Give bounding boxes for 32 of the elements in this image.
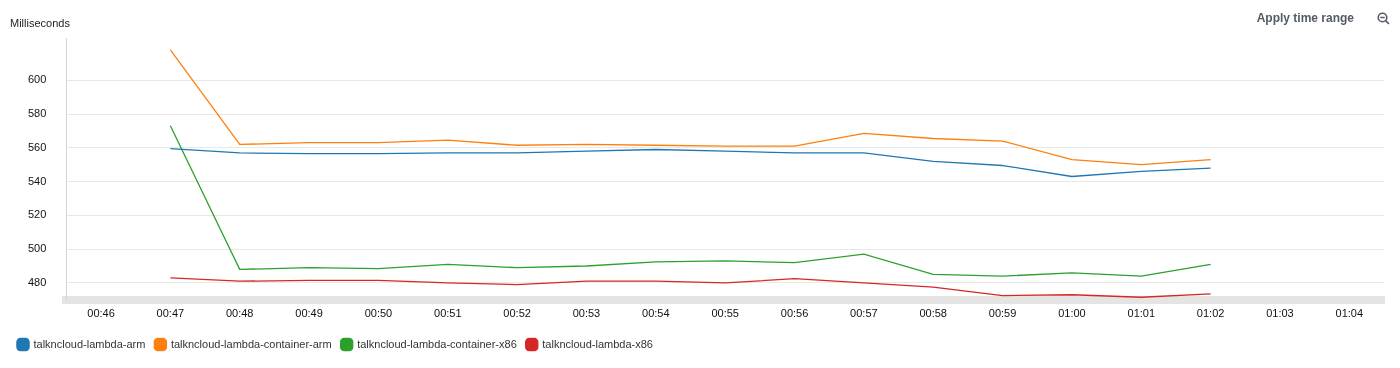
x-tick-label: 01:00 <box>1058 307 1086 320</box>
x-tick-label: 00:48 <box>225 307 254 320</box>
legend-label: talkncloud-lambda-x86 <box>542 337 653 350</box>
x-tick-label: 00:58 <box>919 307 947 320</box>
x-tick-label: 00:51 <box>434 307 462 320</box>
legend-label: talkncloud-lambda-container-x86 <box>357 337 517 350</box>
y-tick-label: 520 <box>27 208 47 221</box>
text: Apply time range <box>1256 11 1354 25</box>
y-tick-label: 540 <box>27 174 47 187</box>
x-tick-label: 00:52 <box>503 307 531 320</box>
x-tick-label: 00:47 <box>156 307 185 320</box>
legend-label: talkncloud-lambda-arm <box>33 337 146 350</box>
x-tick-label: 00:57 <box>850 307 878 320</box>
x-tick-label: 00:49 <box>295 307 323 320</box>
x-tick-label: 00:53 <box>572 307 601 320</box>
x-tick-label: 00:50 <box>364 307 393 320</box>
x-tick-label: 01:02 <box>1196 307 1225 320</box>
legend-label: talkncloud-lambda-container-arm <box>170 337 332 350</box>
x-tick-label: 01:03 <box>1266 307 1294 320</box>
x-tick-label: 00:56 <box>780 307 809 320</box>
y-axis-title: Milliseconds <box>10 16 71 29</box>
x-tick-label: 00:55 <box>711 307 739 320</box>
x-tick-label: 00:59 <box>988 307 1017 320</box>
x-tick-label: 00:54 <box>642 307 670 320</box>
y-tick-label: 600 <box>27 73 47 86</box>
x-tick-label: 01:01 <box>1127 307 1156 320</box>
y-tick-label: 580 <box>27 107 47 120</box>
y-tick-label: 480 <box>27 275 47 288</box>
x-tick-label: 01:04 <box>1335 307 1364 320</box>
y-tick-label: 500 <box>27 242 47 255</box>
x-tick-label: 00:46 <box>87 307 115 320</box>
y-tick-label: 560 <box>27 140 47 153</box>
